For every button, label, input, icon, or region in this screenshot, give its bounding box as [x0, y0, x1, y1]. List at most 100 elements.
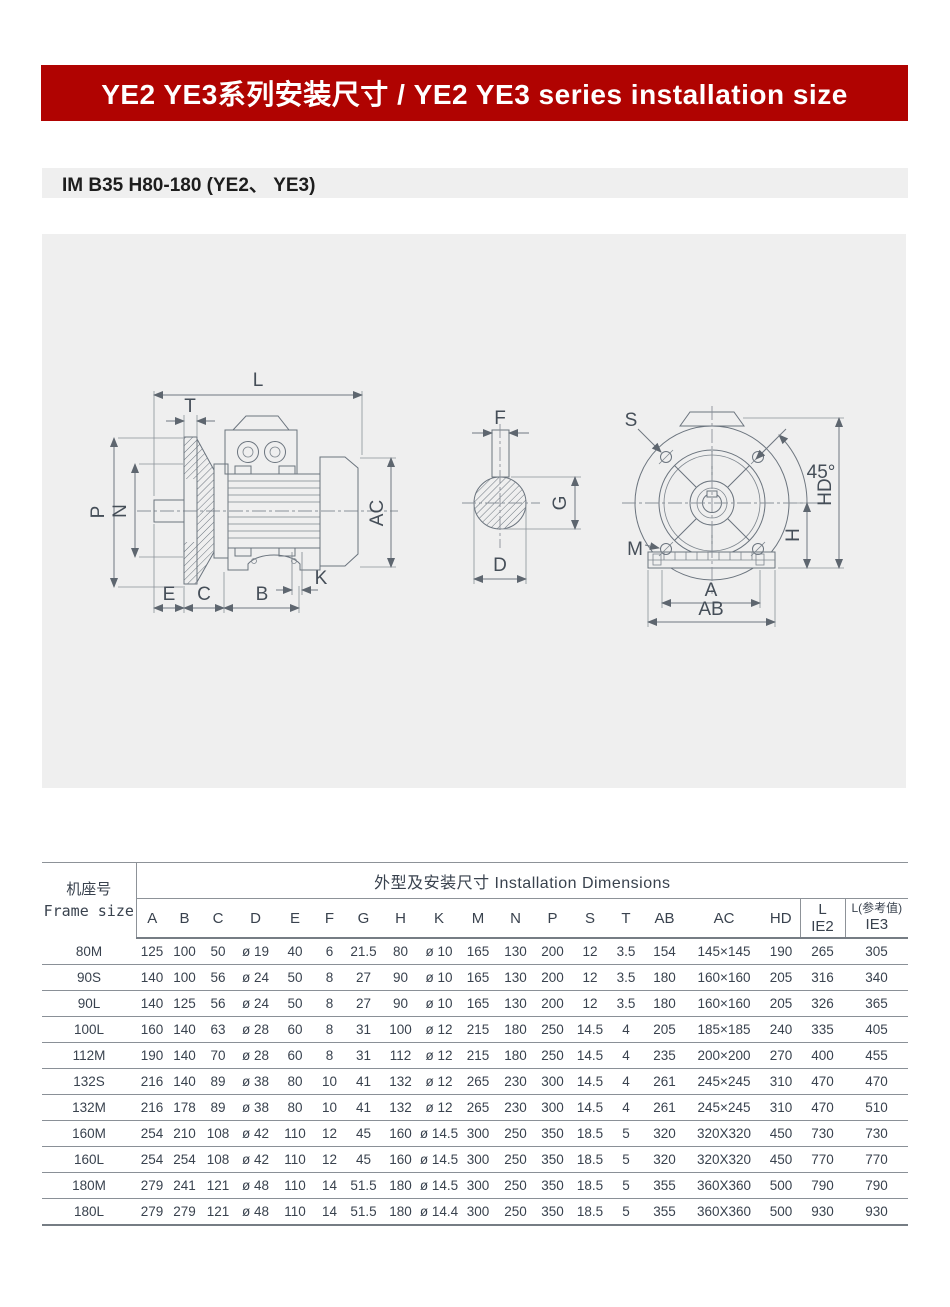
dimension-cell: 100	[168, 964, 201, 991]
dimension-cell: 205	[762, 964, 800, 991]
column-header-a: A	[136, 898, 168, 939]
dimension-cell: 320X320	[686, 1120, 762, 1147]
column-header-h: H	[382, 898, 419, 939]
table-row: 180L 279 279 121 ø 48 110 14 51.5 180 ø 14.4 300 25…	[42, 1199, 908, 1226]
dimension-cell: 108	[201, 1120, 235, 1147]
dimension-cell: 300	[466, 1204, 490, 1219]
dimension-cell: 60	[276, 1042, 314, 1069]
dimension-cell: 360X360	[686, 1172, 762, 1199]
column-header-g: G	[345, 898, 382, 939]
dimension-cell: 265	[800, 938, 845, 965]
dimension-cell: 265	[459, 1094, 497, 1121]
dimension-cell: 790	[845, 1172, 909, 1199]
dimension-cell: 180	[643, 990, 686, 1017]
dimension-cell: 165	[459, 990, 497, 1017]
dimension-cell: 50	[276, 964, 314, 991]
dimension-cell: 14	[314, 1172, 345, 1199]
dimension-cell: 930	[865, 1204, 888, 1219]
dimension-cell: 190	[136, 1042, 168, 1069]
dimension-cell: 205	[643, 1016, 686, 1043]
dimension-cell: 235	[643, 1042, 686, 1069]
dimension-cell: 200	[534, 964, 571, 991]
dimension-cell: 56	[201, 964, 235, 991]
dim-label-h: H	[783, 528, 804, 542]
dimension-cell: 180	[382, 1172, 419, 1199]
section-subtitle: IM B35 H80-180 (YE2、 YE3)	[62, 174, 316, 196]
dimension-cell: 770	[845, 1146, 909, 1173]
dimension-cell: 355	[643, 1172, 686, 1199]
dimension-cell: 140	[136, 990, 168, 1017]
dimension-cell: 300	[459, 1120, 497, 1147]
dimension-cell: 790	[800, 1172, 845, 1199]
dimension-cell: 80	[382, 938, 419, 965]
dim-label-m: M	[627, 539, 643, 560]
column-header-f: F	[314, 898, 345, 939]
dimension-cell: 350	[534, 1120, 571, 1147]
dimension-cell: ø 48	[235, 1172, 276, 1199]
dimension-cell: 200×200	[686, 1042, 762, 1069]
column-header-ac: AC	[686, 898, 762, 939]
dimension-cell: 50	[276, 990, 314, 1017]
dimension-cell: 160	[382, 1120, 419, 1147]
dimension-cell: 18.5	[576, 1204, 604, 1219]
table-row: 160L 254 254 108 ø 42 110 12 45 160 ø 14.5 300 250 3…	[42, 1146, 909, 1173]
dim-label-e: E	[163, 584, 176, 605]
dimension-cell: 12	[314, 1120, 345, 1147]
dimension-cell: 4	[609, 1016, 643, 1043]
dimension-cell: 100	[168, 938, 201, 965]
dimension-cell: 5	[622, 1204, 630, 1219]
dimension-cell: 5	[609, 1146, 643, 1173]
dimension-cell: 110	[276, 1120, 314, 1147]
dimension-cell: 140	[168, 1068, 201, 1095]
dimension-cell: 14.5	[571, 1068, 609, 1095]
dimension-cell: 250	[534, 1016, 571, 1043]
dimension-cell: 8	[314, 990, 345, 1017]
dimension-cell: 180	[643, 964, 686, 991]
frame-size-cell: 132S	[42, 1068, 136, 1095]
dimension-cell: 110	[276, 1146, 314, 1173]
column-header-l-ie2: L IE2	[799, 898, 845, 939]
dimension-cell: 3.5	[609, 938, 643, 965]
dimension-cell: 130	[497, 938, 534, 965]
dimension-cell: 40	[276, 938, 314, 965]
dimension-cell: 265	[459, 1068, 497, 1095]
dimension-cell: 500	[762, 1172, 800, 1199]
column-header-n: N	[497, 898, 534, 939]
dimension-cell: 3.5	[609, 964, 643, 991]
dimension-cell: 180	[389, 1204, 412, 1219]
table-row: 132M 216 178 89 ø 38 80 10 41 132 ø 12 265 230 300 14…	[42, 1094, 909, 1121]
dimension-cell: 450	[762, 1146, 800, 1173]
dimension-cell: 300	[534, 1094, 571, 1121]
dimension-cell: 63	[201, 1016, 235, 1043]
dimension-cell: 261	[643, 1068, 686, 1095]
dimension-cell: 300	[534, 1068, 571, 1095]
dimension-cell: 21.5	[345, 938, 382, 965]
dimension-cell: 215	[459, 1042, 497, 1069]
dimension-cell: 326	[800, 990, 845, 1017]
dimension-cell: 121	[206, 1204, 230, 1219]
dimension-cell: 56	[201, 990, 235, 1017]
dimension-cell: 254	[136, 1146, 168, 1173]
dimension-cell: 14	[321, 1204, 338, 1219]
dimension-cell: 4	[609, 1068, 643, 1095]
dimension-cell: ø 14.5	[419, 1172, 459, 1199]
dimension-cell: 112	[382, 1042, 419, 1069]
dimension-cell: 216	[136, 1094, 168, 1121]
dimension-cell: 770	[800, 1146, 845, 1173]
frame-size-cell: 180L	[73, 1204, 105, 1219]
dimension-cell: 340	[845, 964, 909, 991]
dimension-cell: 18.5	[571, 1146, 609, 1173]
column-header-d: D	[235, 898, 276, 939]
dimension-rows: 80M 125 100 50 ø 19 40 6 21.5 80 ø 10 165 130 200 12 3…	[42, 938, 909, 1226]
dimension-cell: 31	[345, 1042, 382, 1069]
dimension-cell: 90	[382, 964, 419, 991]
dimension-cell: 45	[345, 1120, 382, 1147]
dimension-cell: 160×160	[686, 964, 762, 991]
dimension-cell: 261	[643, 1094, 686, 1121]
dimension-cell: ø 28	[235, 1042, 276, 1069]
dim-label-f: F	[494, 408, 506, 429]
dimension-cell: ø 12	[419, 1068, 459, 1095]
dimension-cell: 320X320	[686, 1146, 762, 1173]
dimension-cell: ø 10	[419, 938, 459, 965]
frame-size-header-zh: 机座号	[66, 879, 112, 898]
